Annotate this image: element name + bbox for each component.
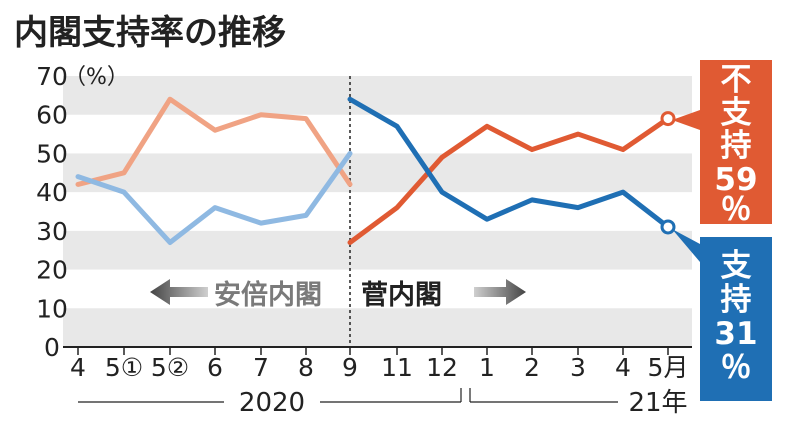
grid-bands (63, 76, 692, 347)
year-label-21: 21年 (628, 388, 687, 418)
y-tick-label: 30 (36, 217, 68, 246)
series-line-suga-1 (347, 96, 671, 230)
y-tick-label: 60 (36, 101, 68, 130)
approval-value: 31 ％ (714, 316, 757, 386)
right-arrow-icon (474, 279, 526, 305)
y-tick-label: 50 (36, 139, 68, 168)
x-tick-label: 4 (615, 353, 631, 382)
callout-disapproval-pointer (672, 110, 700, 130)
approval-label: 支持 (721, 248, 752, 318)
x-tick-label: 5② (151, 353, 189, 382)
grid-band (63, 76, 692, 115)
y-tick-label: 0 (44, 333, 60, 362)
x-tick-label: 12 (426, 353, 458, 382)
y-unit-label: （%） (64, 65, 129, 90)
grid-band (63, 230, 692, 270)
x-tick-label: 8 (298, 353, 314, 382)
x-tick-label: 2 (524, 353, 540, 382)
series-lines (75, 96, 671, 245)
era-label-suga: 菅内閣 (361, 280, 442, 311)
end-point-marker (660, 111, 676, 127)
x-tick-label: 6 (207, 353, 223, 382)
x-tick-label: 7 (253, 353, 269, 382)
callout-disapproval-box (700, 60, 772, 224)
x-tick-label: 11 (381, 353, 413, 382)
series-line-abe-1 (75, 150, 353, 245)
end-point-marker (660, 219, 676, 235)
end-markers (660, 111, 676, 235)
callout-disapproval: 不支持 59 ％ (672, 60, 772, 228)
y-axis-ticks: 0 10 20 30 40 50 60 70 (36, 62, 68, 362)
year-axis: 2020 21年 (78, 388, 688, 418)
x-tick-label: 5① (105, 353, 143, 382)
y-tick-label: 40 (36, 178, 68, 207)
x-axis-ticks: 4 5① 5② 6 7 8 9 11 12 1 2 3 4 5月 (70, 347, 688, 382)
y-tick-label: 70 (36, 62, 68, 91)
callout-approval-box (700, 237, 772, 401)
year-label-2020: 2020 (239, 388, 305, 418)
x-tick-label: 4 (70, 353, 86, 382)
series-line-abe-0 (75, 96, 353, 187)
callout-approval-pointer (672, 229, 700, 262)
series-line-suga-0 (347, 116, 671, 245)
x-tick-label: 3 (570, 353, 586, 382)
disapproval-value: 59 ％ (714, 162, 757, 228)
era-suga: 菅内閣 (361, 279, 526, 311)
grid-band (63, 308, 692, 347)
x-tick-label: 1 (479, 353, 495, 382)
era-label-abe: 安倍内閣 (214, 279, 322, 311)
x-tick-label: 5月 (648, 353, 689, 382)
left-arrow-icon (150, 279, 208, 305)
era-abe: 安倍内閣 (150, 279, 322, 311)
callout-approval: 支持 31 ％ (672, 229, 772, 401)
chart-title: 内閣支持率の推移 (14, 13, 286, 53)
disapproval-label: 不支持 (721, 62, 752, 164)
grid-band (63, 153, 692, 193)
y-tick-label: 10 (36, 294, 68, 323)
y-tick-label: 20 (36, 256, 68, 285)
x-tick-label: 9 (342, 353, 358, 382)
